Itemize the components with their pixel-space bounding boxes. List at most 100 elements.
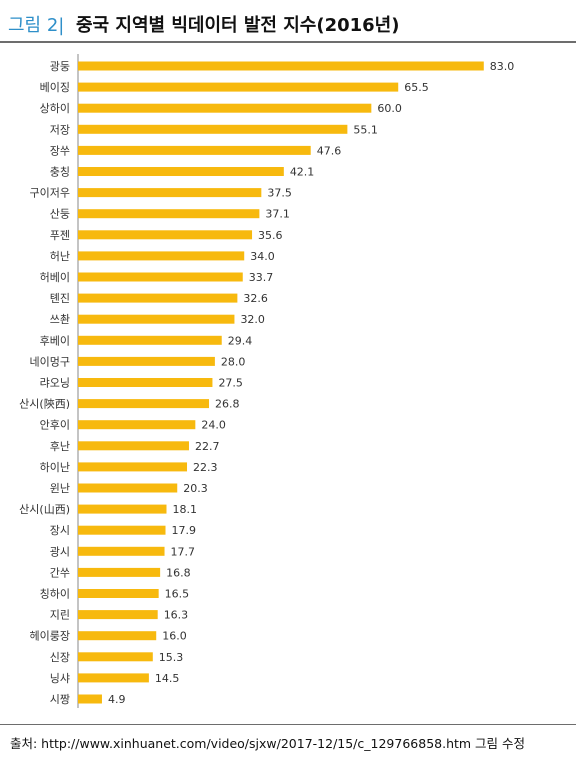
category-label: 베이징 (40, 81, 70, 94)
value-label: 42.1 (290, 166, 315, 179)
bar (78, 335, 222, 345)
value-label: 18.1 (172, 503, 197, 516)
bar (78, 314, 235, 324)
value-label: 37.1 (265, 208, 290, 221)
category-label: 네이멍구 (30, 355, 70, 368)
bar (78, 652, 153, 662)
category-label: 안후이 (40, 419, 70, 432)
value-label: 20.3 (183, 482, 208, 495)
value-label: 16.3 (164, 609, 189, 622)
value-label: 27.5 (218, 377, 243, 390)
category-label: 저장 (50, 123, 70, 136)
bar (78, 525, 166, 535)
bar (78, 462, 188, 472)
value-label: 83.0 (490, 60, 515, 73)
value-label: 55.1 (353, 123, 378, 136)
value-label: 47.6 (317, 144, 342, 157)
category-label: 후난 (50, 440, 70, 453)
category-label: 랴오닝 (40, 377, 70, 390)
category-label: 신장 (50, 651, 70, 664)
bar (78, 504, 167, 514)
bar (78, 82, 399, 92)
category-label: 산시(陝西) (19, 398, 70, 411)
category-label: 장시 (50, 524, 70, 537)
category-label: 톈진 (50, 292, 70, 305)
footer-rule (0, 724, 576, 725)
category-label: 하이난 (40, 460, 70, 474)
category-label: 구이저우 (30, 187, 70, 200)
figure-header: 그림 2| 중국 지역별 빅데이터 발전 지수(2016년) (0, 0, 576, 44)
category-label: 광시 (50, 545, 70, 558)
value-label: 35.6 (258, 229, 283, 242)
bar (78, 209, 260, 219)
category-label: 윈난 (50, 481, 70, 495)
category-label: 장쑤 (50, 144, 70, 157)
bar (78, 188, 262, 198)
category-label: 칭하이 (40, 587, 70, 601)
category-label: 시짱 (50, 693, 70, 706)
bar (78, 631, 157, 641)
bar (78, 673, 149, 683)
value-label: 16.0 (162, 630, 187, 643)
bars (78, 61, 484, 704)
bar (78, 589, 159, 598)
bar (78, 694, 102, 704)
source-note: 출처: http://www.xinhuanet.com/video/sjxw/… (10, 736, 526, 751)
value-label: 32.6 (243, 292, 268, 305)
value-label: 32.0 (240, 313, 265, 326)
bar (78, 272, 243, 282)
category-label: 허베이 (40, 271, 70, 284)
figure-label: 그림 2| (8, 15, 65, 36)
value-label: 29.4 (228, 334, 253, 347)
value-label: 22.7 (195, 440, 220, 453)
value-label: 16.5 (165, 588, 190, 601)
bar (78, 483, 178, 493)
category-label: 상하이 (40, 101, 70, 115)
value-label: 26.8 (215, 398, 240, 411)
category-label: 닝샤 (50, 672, 70, 685)
header-rule (0, 41, 576, 43)
category-label: 광둥 (50, 60, 70, 73)
bar (78, 167, 284, 176)
value-label: 16.8 (166, 566, 191, 579)
category-label: 산둥 (50, 208, 70, 221)
bar (78, 293, 238, 303)
value-label: 15.3 (159, 651, 184, 664)
category-label: 간쑤 (50, 566, 70, 579)
value-label: 60.0 (377, 102, 402, 115)
bar (78, 61, 484, 71)
value-label: 37.5 (267, 187, 292, 200)
chart-title: 중국 지역별 빅데이터 발전 지수(2016년) (76, 15, 400, 36)
category-label: 푸젠 (50, 229, 70, 242)
value-label: 17.9 (172, 524, 197, 537)
bar (78, 251, 245, 261)
category-label: 지린 (50, 609, 70, 622)
bar (78, 145, 311, 155)
bar (78, 546, 165, 556)
bar (78, 610, 158, 620)
value-labels: 83.0 65.560.0 55.1 47.642.1 37.5 37.1 35.6 34.0… (108, 60, 514, 706)
bar (78, 420, 196, 430)
value-label: 24.0 (201, 419, 226, 432)
bar (78, 378, 213, 387)
category-label: 후베이 (40, 334, 70, 347)
bar (78, 103, 372, 113)
value-label: 65.5 (404, 81, 429, 94)
value-label: 33.7 (249, 271, 274, 284)
value-label: 22.3 (193, 461, 218, 474)
bar (78, 230, 253, 240)
bar (78, 441, 189, 451)
category-label: 쓰촨 (50, 313, 70, 326)
bar (78, 399, 210, 409)
category-labels: 광둥베이징상하이저장장쑤충칭구이저우산둥푸젠허난허베이톈진쓰촨후베이네이멍구랴오… (19, 60, 70, 706)
value-label: 4.9 (108, 693, 126, 706)
bar-chart: 광둥베이징상하이저장장쑤충칭구이저우산둥푸젠허난허베이톈진쓰촨후베이네이멍구랴오… (19, 54, 514, 708)
bar (78, 356, 215, 366)
category-label: 허난 (50, 250, 70, 263)
category-label: 산시(山西) (19, 503, 70, 516)
bar (78, 124, 348, 134)
value-label: 17.7 (171, 545, 196, 558)
category-label: 헤이룽장 (30, 630, 70, 643)
bar (78, 567, 161, 577)
value-label: 14.5 (155, 672, 180, 685)
